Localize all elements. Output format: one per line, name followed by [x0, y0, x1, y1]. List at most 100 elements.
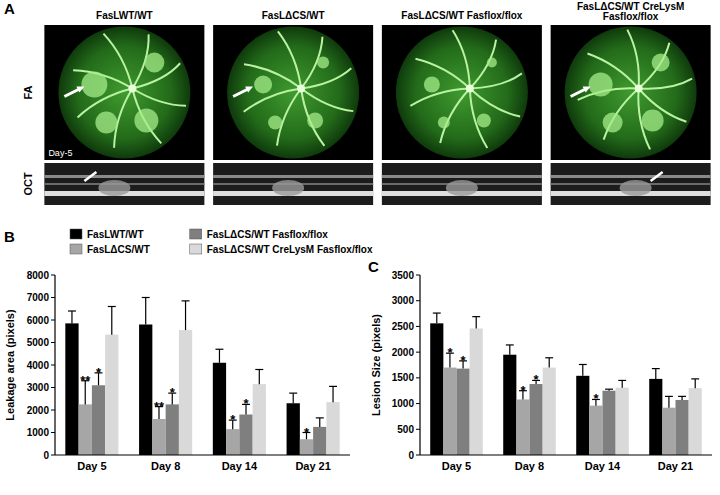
bar: [313, 427, 326, 455]
oct-layer: [44, 175, 204, 178]
legend-swatch: [70, 229, 82, 239]
error-stem: [332, 386, 333, 402]
error-bar: [665, 396, 673, 407]
fa-disc: [128, 85, 136, 93]
x-axis: [55, 454, 350, 455]
error-cap: [108, 306, 116, 307]
bar: [105, 335, 118, 455]
bar: [152, 419, 165, 455]
significance: **: [80, 373, 91, 388]
tick-label: 3500: [392, 270, 415, 281]
panel-a: AFasLWT/WTDay-5FasLΔCS/WTFasLΔCS/WT Fasf…: [4, 0, 711, 205]
tick-label: 8000: [27, 270, 50, 281]
x-axis: [420, 454, 712, 455]
bar: [300, 439, 313, 455]
error-stem: [549, 358, 550, 368]
legend-swatch: [190, 229, 202, 239]
fa-lesion: [317, 57, 329, 69]
column-title: FasLΔCS/WT CreLysMFasflox/flox: [577, 1, 684, 22]
fa-lesion: [144, 53, 164, 73]
error-bar: [506, 345, 514, 355]
oct-lesion: [98, 180, 130, 196]
fa-vessel: [440, 89, 470, 143]
error-bar: [579, 364, 587, 375]
tick-label: 500: [397, 424, 414, 435]
fa-vessel: [470, 73, 522, 88]
bar: [166, 404, 179, 455]
legend-label: FasLΔCS/WT Fasflox/flox: [207, 229, 329, 240]
category-label: Day 21: [658, 460, 693, 472]
oct-layer: [213, 175, 373, 178]
tick-label: 2500: [392, 321, 415, 332]
fa-lesion: [477, 114, 491, 128]
fa-lesion: [134, 109, 158, 133]
fa-fundus: [227, 27, 359, 159]
error-cap: [691, 378, 699, 379]
annotation: Day-5: [48, 148, 72, 158]
fa-image: [551, 25, 711, 160]
significance: *: [96, 365, 102, 380]
significance: *: [230, 412, 236, 427]
fa-lesion: [81, 72, 107, 98]
fa-lesion: [268, 116, 282, 130]
fa-lesion: [642, 110, 664, 132]
legend-swatch: [190, 244, 202, 254]
error-cap: [289, 393, 297, 394]
error-bar: [255, 370, 263, 385]
bar: [226, 429, 239, 455]
significance: *: [520, 383, 526, 398]
bar: [79, 404, 92, 455]
row-label: FA: [22, 85, 34, 99]
oct-layer: [382, 175, 542, 178]
error-stem: [668, 396, 669, 407]
fa-image: [213, 25, 373, 160]
bar: [589, 406, 602, 455]
error-stem: [509, 345, 510, 355]
error-cap: [678, 396, 686, 397]
tick-label: 2000: [392, 347, 415, 358]
error-stem: [111, 307, 112, 335]
error-bar: [68, 311, 76, 323]
error-cap: [652, 368, 660, 369]
fa-vessel: [277, 89, 301, 146]
bar: [179, 330, 192, 455]
oct-image: [213, 163, 373, 205]
error-cap: [506, 344, 514, 345]
fa-fundus: [396, 27, 528, 159]
error-bar: [329, 386, 337, 402]
fa-lesion: [603, 113, 623, 133]
error-stem: [695, 379, 696, 388]
error-bar: [678, 396, 686, 400]
arrow: [571, 89, 587, 97]
arrow-head: [76, 87, 84, 93]
bar: [530, 384, 543, 455]
fa-disc: [635, 85, 643, 93]
oct-image: [382, 163, 542, 205]
bars: [65, 298, 339, 456]
error-bar: [433, 313, 441, 323]
error-stem: [476, 317, 477, 329]
fa-vessel: [410, 89, 469, 106]
tick-label: 5000: [27, 337, 50, 348]
chart: BLeakage area (pixels)010002000300040005…: [4, 228, 350, 472]
panel-letter: A: [4, 0, 15, 17]
fa-vessel: [453, 30, 470, 88]
significance: *: [534, 372, 540, 387]
error-bar: [545, 358, 553, 368]
error-stem: [185, 301, 186, 330]
tick-label: 0: [408, 450, 414, 461]
error-cap: [472, 316, 480, 317]
bar: [616, 388, 629, 455]
error-stem: [71, 311, 72, 323]
significance: *: [243, 396, 249, 411]
category-label: Day 8: [151, 460, 180, 472]
fa-vessel: [639, 79, 692, 89]
significance: *: [170, 385, 176, 400]
fa-lesion: [438, 117, 450, 129]
bar: [603, 391, 616, 455]
fa-vessel: [627, 30, 639, 89]
error-stem: [436, 313, 437, 323]
significance: *: [593, 391, 599, 406]
bar: [213, 363, 226, 455]
bar: [516, 399, 529, 455]
